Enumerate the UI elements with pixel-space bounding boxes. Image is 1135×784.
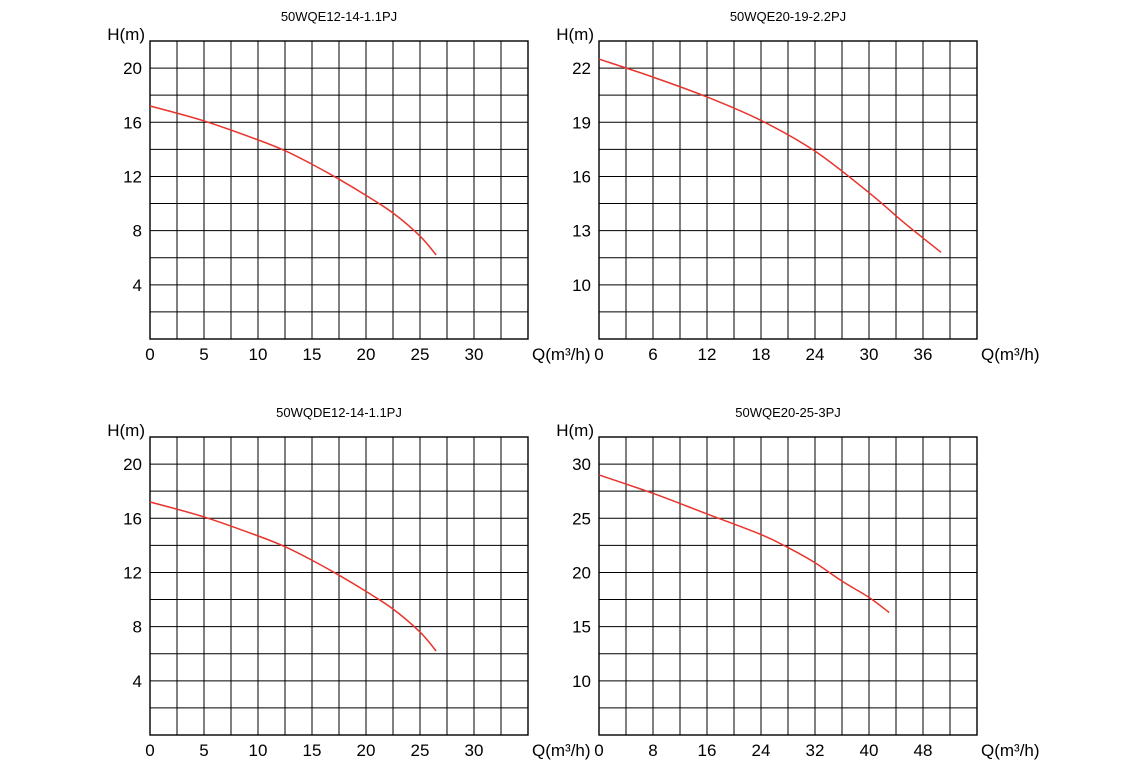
- y-tick-label: 12: [123, 563, 142, 582]
- x-tick-label: 0: [594, 741, 603, 760]
- y-tick-label: 10: [572, 276, 591, 295]
- x-tick-label: 6: [648, 345, 657, 364]
- x-axis-label: Q(m³/h): [532, 345, 591, 364]
- performance-curve-1: [598, 474, 890, 614]
- y-tick-label: 16: [123, 113, 142, 132]
- x-tick-label: 40: [860, 741, 879, 760]
- y-tick-label: 16: [123, 509, 142, 528]
- y-tick-label: 30: [572, 455, 591, 474]
- y-tick-label: 15: [572, 618, 591, 637]
- x-tick-label: 32: [806, 741, 825, 760]
- x-axis-label: Q(m³/h): [532, 741, 591, 760]
- chart-title: 50WQE20-19-2.2PJ: [730, 9, 846, 24]
- x-tick-label: 36: [914, 345, 933, 364]
- chart-panel-4: 50WQE20-25-3PJ H(m) Q(m³/h) 0 8 16 24 32 40 48 10 1…: [556, 405, 1039, 760]
- y-axis-label: H(m): [107, 421, 145, 440]
- x-tick-label: 16: [698, 741, 717, 760]
- y-axis-label: H(m): [556, 25, 594, 44]
- grid: [150, 41, 528, 339]
- x-tick-label: 8: [648, 741, 657, 760]
- y-tick-label: 13: [572, 222, 591, 241]
- plot-frame: [149, 436, 529, 736]
- x-tick-label: 25: [411, 345, 430, 364]
- x-tick-label: 10: [249, 345, 268, 364]
- x-axis-label: Q(m³/h): [981, 345, 1040, 364]
- y-axis-label: H(m): [556, 421, 594, 440]
- x-axis-label: Q(m³/h): [981, 741, 1040, 760]
- y-tick-label: 8: [133, 222, 142, 241]
- performance-curve-1: [149, 105, 437, 256]
- grid: [599, 437, 977, 735]
- x-tick-label: 12: [698, 345, 717, 364]
- y-axis-label: H(m): [107, 25, 145, 44]
- chart-panel-2: 50WQE20-19-2.2PJ H(m) Q(m³/h) 0 6 12 18 24 30 36 1…: [556, 9, 1039, 364]
- chart-title: 50WQDE12-14-1.1PJ: [276, 405, 402, 420]
- y-tick-label: 10: [572, 672, 591, 691]
- grid: [599, 41, 977, 339]
- x-tick-label: 0: [145, 741, 154, 760]
- y-tick-label: 16: [572, 167, 591, 186]
- y-tick-label: 8: [133, 618, 142, 637]
- y-tick-label: 4: [133, 276, 142, 295]
- x-tick-label: 24: [806, 345, 825, 364]
- x-tick-label: 25: [411, 741, 430, 760]
- plot-frame: [598, 436, 978, 736]
- y-tick-label: 20: [572, 563, 591, 582]
- x-tick-label: 10: [249, 741, 268, 760]
- y-tick-label: 20: [123, 59, 142, 78]
- x-tick-label: 20: [357, 345, 376, 364]
- x-tick-label: 15: [303, 741, 322, 760]
- performance-curve-1: [598, 58, 942, 253]
- chart-panel-3: 50WQDE12-14-1.1PJ H(m) Q(m³/h) 0 5 10 15 20 25 30…: [107, 405, 590, 760]
- performance-curve-1: [149, 501, 437, 652]
- y-tick-label: 22: [572, 59, 591, 78]
- x-tick-label: 15: [303, 345, 322, 364]
- y-tick-label: 25: [572, 509, 591, 528]
- x-tick-label: 5: [199, 741, 208, 760]
- x-tick-label: 24: [752, 741, 771, 760]
- x-tick-label: 18: [752, 345, 771, 364]
- x-tick-label: 30: [860, 345, 879, 364]
- chart-panel-1: 50WQE12-14-1.1PJ H(m) Q(m³/h) 0 5 10 15 20 25 30 4…: [107, 9, 590, 364]
- x-tick-label: 0: [594, 345, 603, 364]
- y-tick-label: 4: [133, 672, 142, 691]
- grid: [150, 437, 528, 735]
- x-tick-label: 30: [465, 345, 484, 364]
- y-tick-label: 12: [123, 167, 142, 186]
- plot-frame: [598, 40, 978, 340]
- chart-title: 50WQE20-25-3PJ: [735, 405, 841, 420]
- x-tick-label: 0: [145, 345, 154, 364]
- x-tick-label: 5: [199, 345, 208, 364]
- y-tick-label: 19: [572, 113, 591, 132]
- chart-title: 50WQE12-14-1.1PJ: [281, 9, 397, 24]
- x-tick-label: 20: [357, 741, 376, 760]
- y-tick-label: 20: [123, 455, 142, 474]
- plot-frame: [149, 40, 529, 340]
- x-tick-label: 48: [914, 741, 933, 760]
- x-tick-label: 30: [465, 741, 484, 760]
